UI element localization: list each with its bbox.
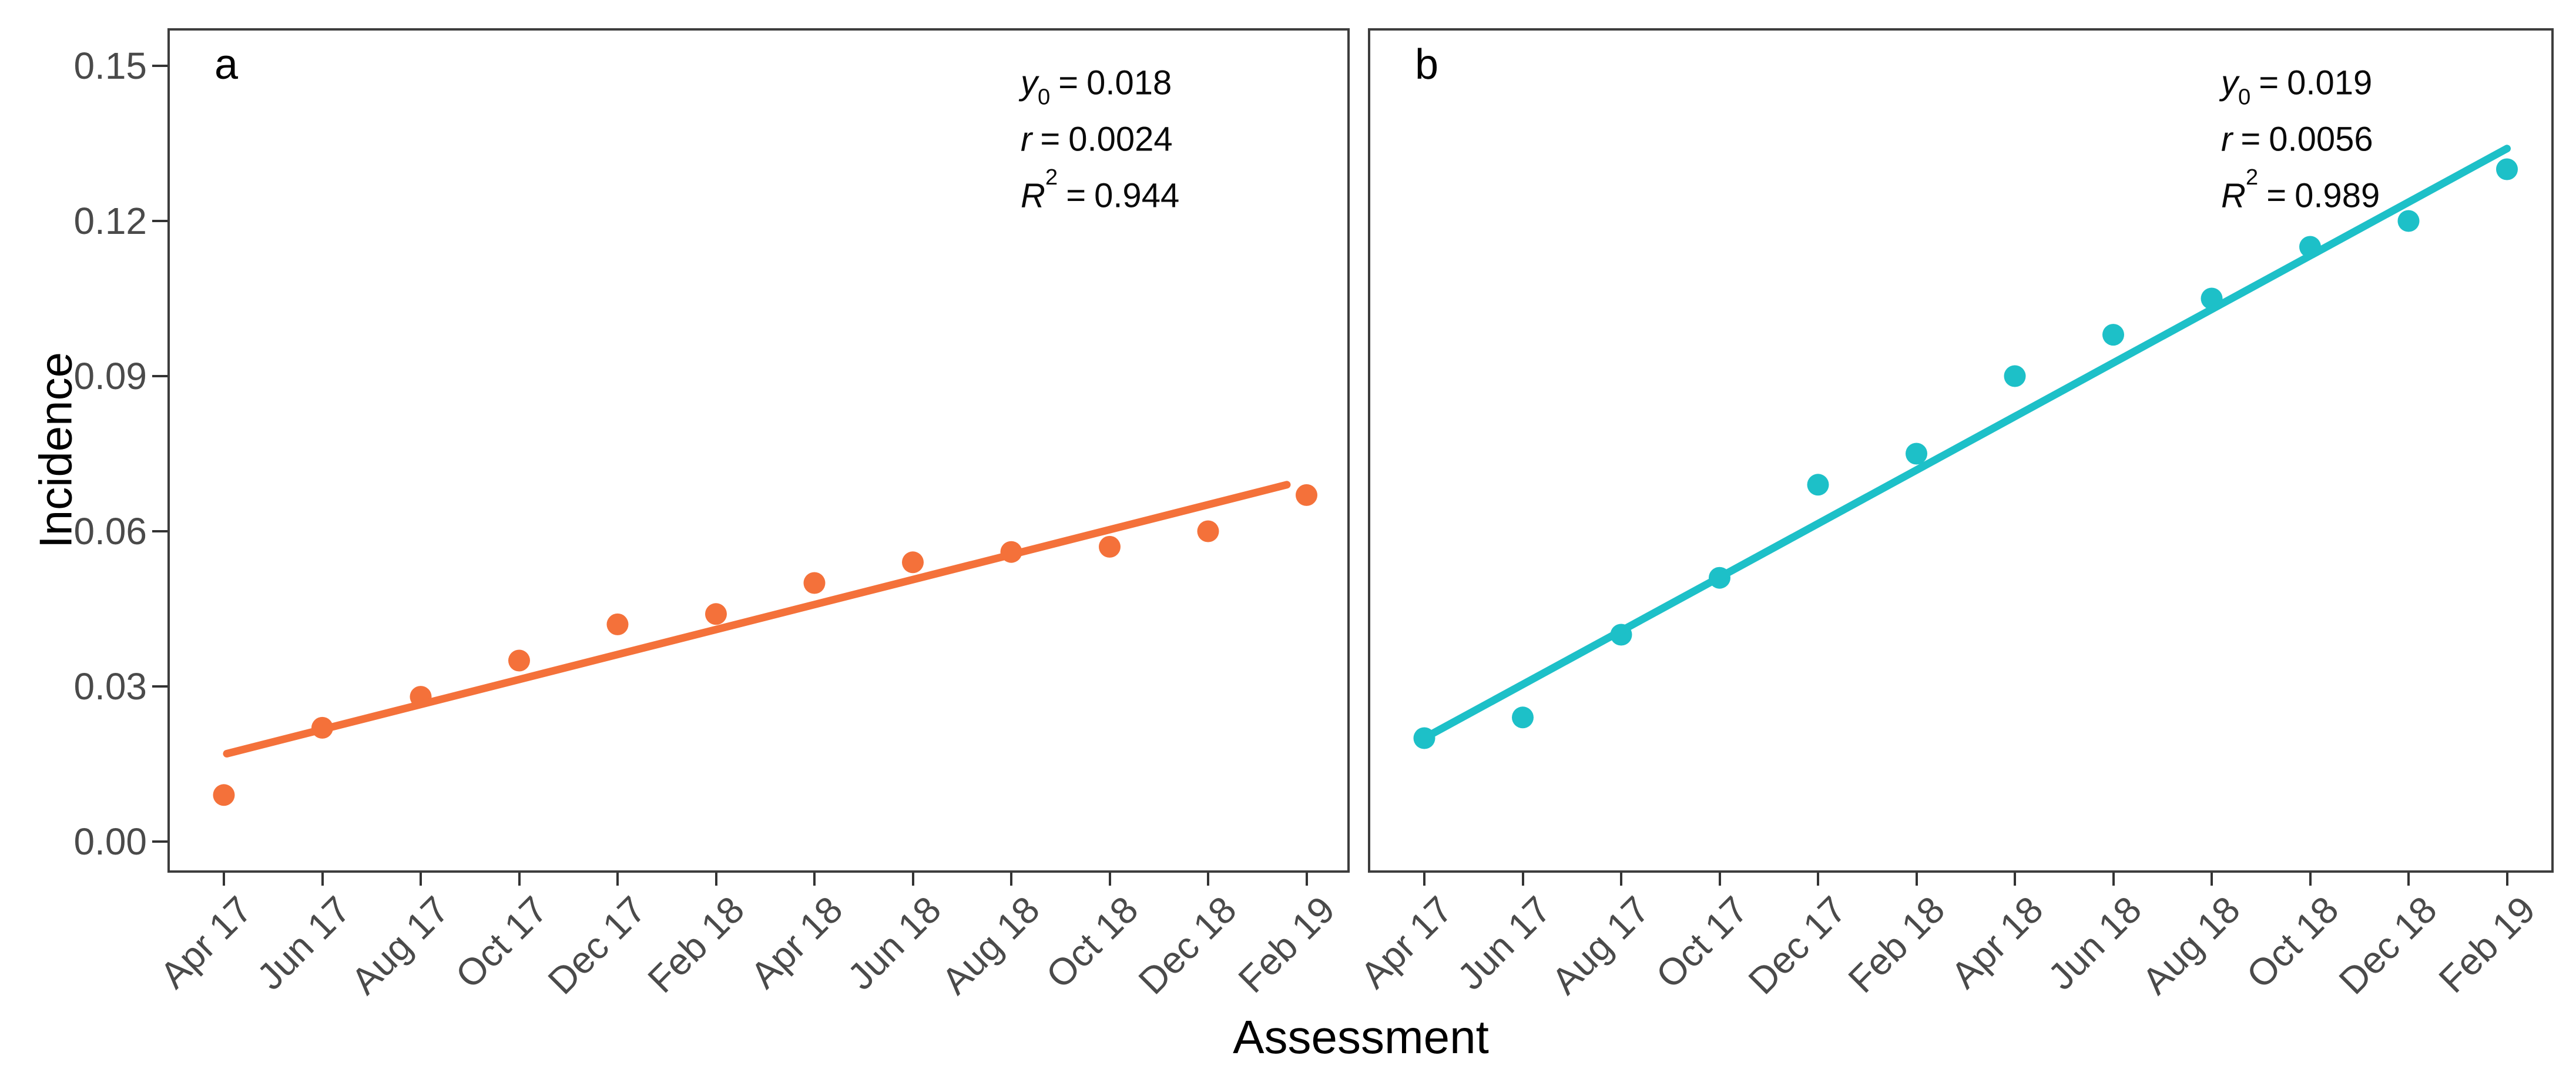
x-tick-mark	[2407, 873, 2410, 886]
data-point-a	[508, 649, 530, 672]
fit-stat-r-a: r = 0.0024	[1021, 120, 1173, 159]
x-tick-mark	[2112, 873, 2115, 886]
y-tick-mark	[152, 840, 167, 843]
data-point-b	[2496, 158, 2518, 180]
x-tick-mark	[518, 873, 521, 886]
x-tick-mark	[223, 873, 225, 886]
trend-line-b	[1416, 145, 2511, 745]
fit-stat-y0-b: y0 = 0.019	[2221, 63, 2373, 110]
y-tick-label: 0.00	[73, 820, 147, 863]
panel-b-border	[1368, 28, 2554, 873]
x-tick-mark	[1010, 873, 1012, 886]
data-point-b	[1906, 443, 1927, 465]
trend-line-a	[223, 481, 1291, 758]
data-point-a	[803, 572, 826, 594]
data-point-b	[1512, 706, 1534, 729]
y-tick-mark	[152, 530, 167, 532]
data-point-b	[2397, 210, 2420, 232]
y-tick-label: 0.06	[73, 510, 147, 552]
x-axis-title: Assessment	[1233, 1011, 1489, 1063]
x-tick-mark	[1305, 873, 1308, 886]
fit-stat-r2-a: R2 = 0.944	[1021, 165, 1180, 215]
y-tick-mark	[152, 685, 167, 688]
x-tick-mark	[2211, 873, 2213, 886]
panel-a-letter: a	[214, 41, 239, 88]
x-tick-mark	[420, 873, 422, 886]
data-point-a	[606, 613, 629, 635]
fit-stat-y0-a: y0 = 0.018	[1021, 63, 1172, 110]
fit-stat-r2-b: R2 = 0.989	[2221, 165, 2380, 215]
panel-b-letter: b	[1415, 41, 1439, 88]
data-point-a	[902, 551, 924, 574]
y-tick-label: 0.03	[73, 665, 147, 708]
y-tick-mark	[152, 375, 167, 377]
fit-stats-panel-a: y0 = 0.018 r = 0.0024 R2 = 0.944	[1021, 36, 1180, 215]
x-tick-mark	[715, 873, 717, 886]
y-tick-mark	[152, 65, 167, 67]
x-tick-mark	[1423, 873, 1425, 886]
x-tick-mark	[1915, 873, 1918, 886]
x-tick-mark	[813, 873, 816, 886]
x-tick-mark	[1817, 873, 1819, 886]
data-point-a	[213, 784, 235, 806]
data-point-a	[1099, 535, 1121, 558]
y-tick-label: 0.12	[73, 200, 147, 242]
x-tick-mark	[2309, 873, 2312, 886]
x-tick-mark	[1620, 873, 1622, 886]
x-tick-mark	[1718, 873, 1721, 886]
fit-stats-panel-b: y0 = 0.019 r = 0.0056 R2 = 0.989	[2221, 36, 2380, 215]
x-tick-mark	[1521, 873, 1524, 886]
panel-a-border	[167, 28, 1350, 873]
x-tick-mark	[321, 873, 324, 886]
fit-stat-r-b: r = 0.0056	[2221, 120, 2373, 159]
data-point-a	[1197, 520, 1219, 542]
x-tick-mark	[2014, 873, 2016, 886]
data-point-a	[1296, 484, 1317, 506]
x-tick-mark	[2505, 873, 2508, 886]
x-tick-mark	[1207, 873, 1209, 886]
data-point-b	[1807, 474, 1829, 496]
y-tick-label: 0.15	[73, 45, 147, 87]
y-tick-mark	[152, 220, 167, 222]
x-tick-mark	[911, 873, 914, 886]
data-point-b	[2102, 324, 2124, 346]
x-tick-mark	[1108, 873, 1111, 886]
data-point-b	[2004, 365, 2026, 387]
y-tick-label: 0.09	[73, 355, 147, 397]
x-tick-mark	[616, 873, 619, 886]
data-point-a	[705, 603, 727, 625]
